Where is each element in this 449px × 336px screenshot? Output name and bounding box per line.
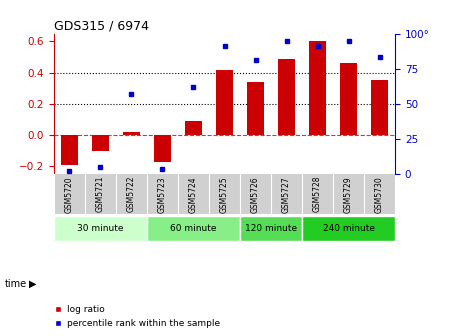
Text: ▶: ▶ bbox=[29, 279, 37, 289]
Text: GSM5727: GSM5727 bbox=[282, 176, 291, 213]
Bar bbox=[185, 121, 202, 135]
Bar bbox=[309, 41, 326, 135]
Bar bbox=[54, 216, 147, 241]
Text: GSM5726: GSM5726 bbox=[251, 176, 260, 213]
Text: time: time bbox=[4, 279, 26, 289]
Text: GSM5729: GSM5729 bbox=[344, 176, 353, 213]
Text: GSM5723: GSM5723 bbox=[158, 176, 167, 213]
Bar bbox=[92, 135, 109, 151]
Bar bbox=[278, 58, 295, 135]
Legend: log ratio, percentile rank within the sample: log ratio, percentile rank within the sa… bbox=[49, 302, 223, 332]
Text: GSM5721: GSM5721 bbox=[96, 176, 105, 212]
Bar bbox=[216, 70, 233, 135]
Bar bbox=[247, 82, 264, 135]
Text: 120 minute: 120 minute bbox=[245, 224, 297, 233]
Bar bbox=[123, 132, 140, 135]
Text: GSM5720: GSM5720 bbox=[65, 176, 74, 213]
Bar bbox=[371, 80, 388, 135]
Text: GSM5725: GSM5725 bbox=[220, 176, 229, 213]
Text: GSM5724: GSM5724 bbox=[189, 176, 198, 213]
Bar bbox=[154, 135, 171, 162]
Bar bbox=[240, 216, 302, 241]
Text: 240 minute: 240 minute bbox=[322, 224, 374, 233]
Text: 30 minute: 30 minute bbox=[77, 224, 123, 233]
Bar bbox=[302, 216, 395, 241]
Bar bbox=[61, 135, 78, 165]
Text: GSM5730: GSM5730 bbox=[375, 176, 384, 213]
Text: GDS315 / 6974: GDS315 / 6974 bbox=[54, 19, 149, 33]
Bar bbox=[340, 63, 357, 135]
Text: GSM5722: GSM5722 bbox=[127, 176, 136, 212]
Text: GSM5728: GSM5728 bbox=[313, 176, 322, 212]
Bar bbox=[147, 216, 240, 241]
Text: 60 minute: 60 minute bbox=[170, 224, 217, 233]
